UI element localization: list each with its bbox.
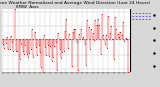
Point	[81, 38, 83, 40]
Point	[106, 47, 108, 49]
Point	[74, 29, 77, 30]
Point	[31, 28, 33, 30]
Point	[108, 33, 111, 34]
Point	[53, 45, 56, 47]
Point	[89, 49, 91, 50]
Point	[39, 51, 41, 52]
Point	[45, 54, 48, 55]
Point	[98, 24, 100, 26]
Point	[70, 66, 73, 67]
Point	[101, 14, 103, 15]
Point	[58, 49, 61, 50]
Point	[97, 18, 99, 19]
Point	[10, 36, 12, 37]
Point	[13, 8, 16, 9]
Point	[65, 19, 68, 20]
Point	[57, 32, 60, 33]
Point	[27, 56, 29, 58]
Point	[78, 33, 81, 34]
Point	[40, 67, 42, 68]
Point	[72, 31, 74, 32]
Point	[54, 42, 57, 43]
Point	[86, 19, 89, 20]
Point	[25, 53, 28, 54]
Point	[32, 57, 35, 58]
Point	[94, 20, 97, 21]
Point	[90, 28, 93, 30]
Point	[4, 42, 7, 44]
Point	[73, 28, 76, 29]
Point	[76, 41, 78, 42]
Point	[35, 46, 37, 47]
Point	[126, 38, 128, 39]
Point	[122, 22, 124, 23]
Point	[3, 48, 5, 49]
Text: Milwaukee Weather Normalized and Average Wind Direction (Last 24 Hours): Milwaukee Weather Normalized and Average…	[0, 1, 150, 5]
Point	[36, 55, 39, 56]
Point	[127, 72, 130, 73]
Point	[95, 24, 98, 26]
Point	[48, 55, 50, 57]
Point	[50, 60, 53, 62]
Point	[123, 40, 126, 41]
Point	[21, 51, 24, 52]
Point	[37, 44, 40, 46]
Point	[15, 50, 17, 51]
Point	[61, 52, 64, 53]
Point	[111, 39, 114, 40]
Point	[44, 47, 46, 48]
Point	[115, 29, 118, 30]
Point	[8, 48, 11, 50]
Point	[68, 33, 70, 34]
Point	[47, 45, 49, 46]
Point	[84, 43, 86, 44]
Point	[99, 53, 102, 55]
Point	[24, 45, 27, 46]
Point	[60, 57, 62, 58]
Point	[66, 47, 69, 49]
Point	[120, 34, 123, 36]
Point	[77, 70, 79, 71]
Point	[11, 41, 13, 43]
Point	[6, 36, 8, 37]
Point	[105, 35, 107, 36]
Point	[16, 50, 19, 51]
Point	[103, 43, 106, 45]
Point	[19, 58, 21, 60]
Point	[69, 38, 72, 39]
Point	[112, 58, 115, 60]
Point	[29, 48, 32, 50]
Point	[43, 34, 45, 35]
Point	[64, 31, 66, 32]
Point	[91, 33, 94, 34]
Point	[110, 25, 112, 26]
Point	[52, 56, 54, 57]
Point	[23, 54, 25, 55]
Point	[20, 44, 23, 45]
Point	[41, 72, 44, 73]
Point	[118, 36, 120, 38]
Point	[82, 36, 85, 38]
Point	[49, 45, 52, 47]
Point	[114, 17, 116, 18]
Point	[85, 64, 87, 65]
Point	[107, 15, 110, 17]
Text: KMIW  Asos: KMIW Asos	[16, 5, 39, 9]
Point	[80, 28, 82, 30]
Point	[102, 35, 104, 36]
Point	[56, 70, 58, 71]
Point	[124, 37, 127, 39]
Point	[93, 40, 95, 41]
Point	[12, 50, 15, 51]
Point	[116, 33, 119, 34]
Point	[17, 72, 20, 73]
Point	[2, 43, 4, 45]
Point	[33, 32, 36, 33]
Point	[87, 26, 90, 27]
Point	[62, 50, 65, 51]
Point	[28, 52, 31, 54]
Point	[119, 32, 122, 33]
Point	[7, 48, 9, 50]
